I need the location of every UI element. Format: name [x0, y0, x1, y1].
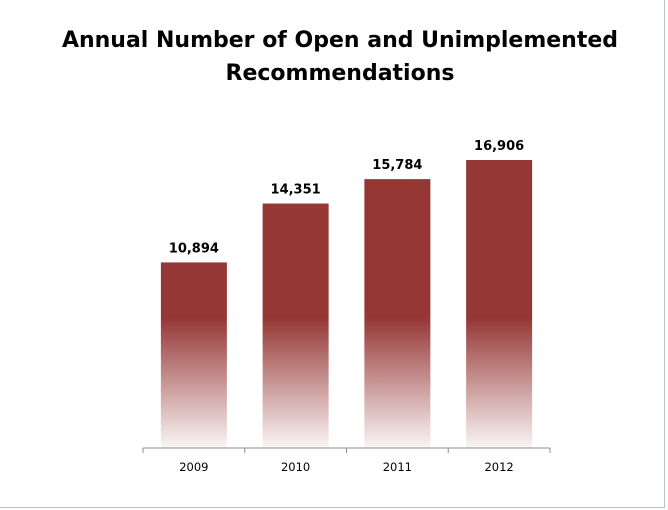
- frame-border-right: [664, 0, 665, 508]
- data-label-2010: 14,351: [271, 183, 321, 198]
- chart-title: Annual Number of Open and Unimplemented …: [61, 28, 619, 86]
- data-label-2012: 16,906: [474, 139, 524, 154]
- bar-2009: [160, 262, 227, 448]
- x-tick-label-2010: 2010: [281, 460, 310, 474]
- data-label-2009: 10,894: [169, 241, 219, 256]
- bar-2010: [262, 203, 329, 448]
- x-tick-label-2009: 2009: [179, 460, 208, 474]
- bar-2012: [466, 160, 533, 448]
- x-tick-label-2012: 2012: [484, 460, 513, 474]
- x-tick-label-2011: 2011: [383, 460, 412, 474]
- data-label-2011: 15,784: [372, 158, 422, 173]
- bar-2011: [364, 179, 431, 448]
- frame-border-bottom: [0, 507, 665, 508]
